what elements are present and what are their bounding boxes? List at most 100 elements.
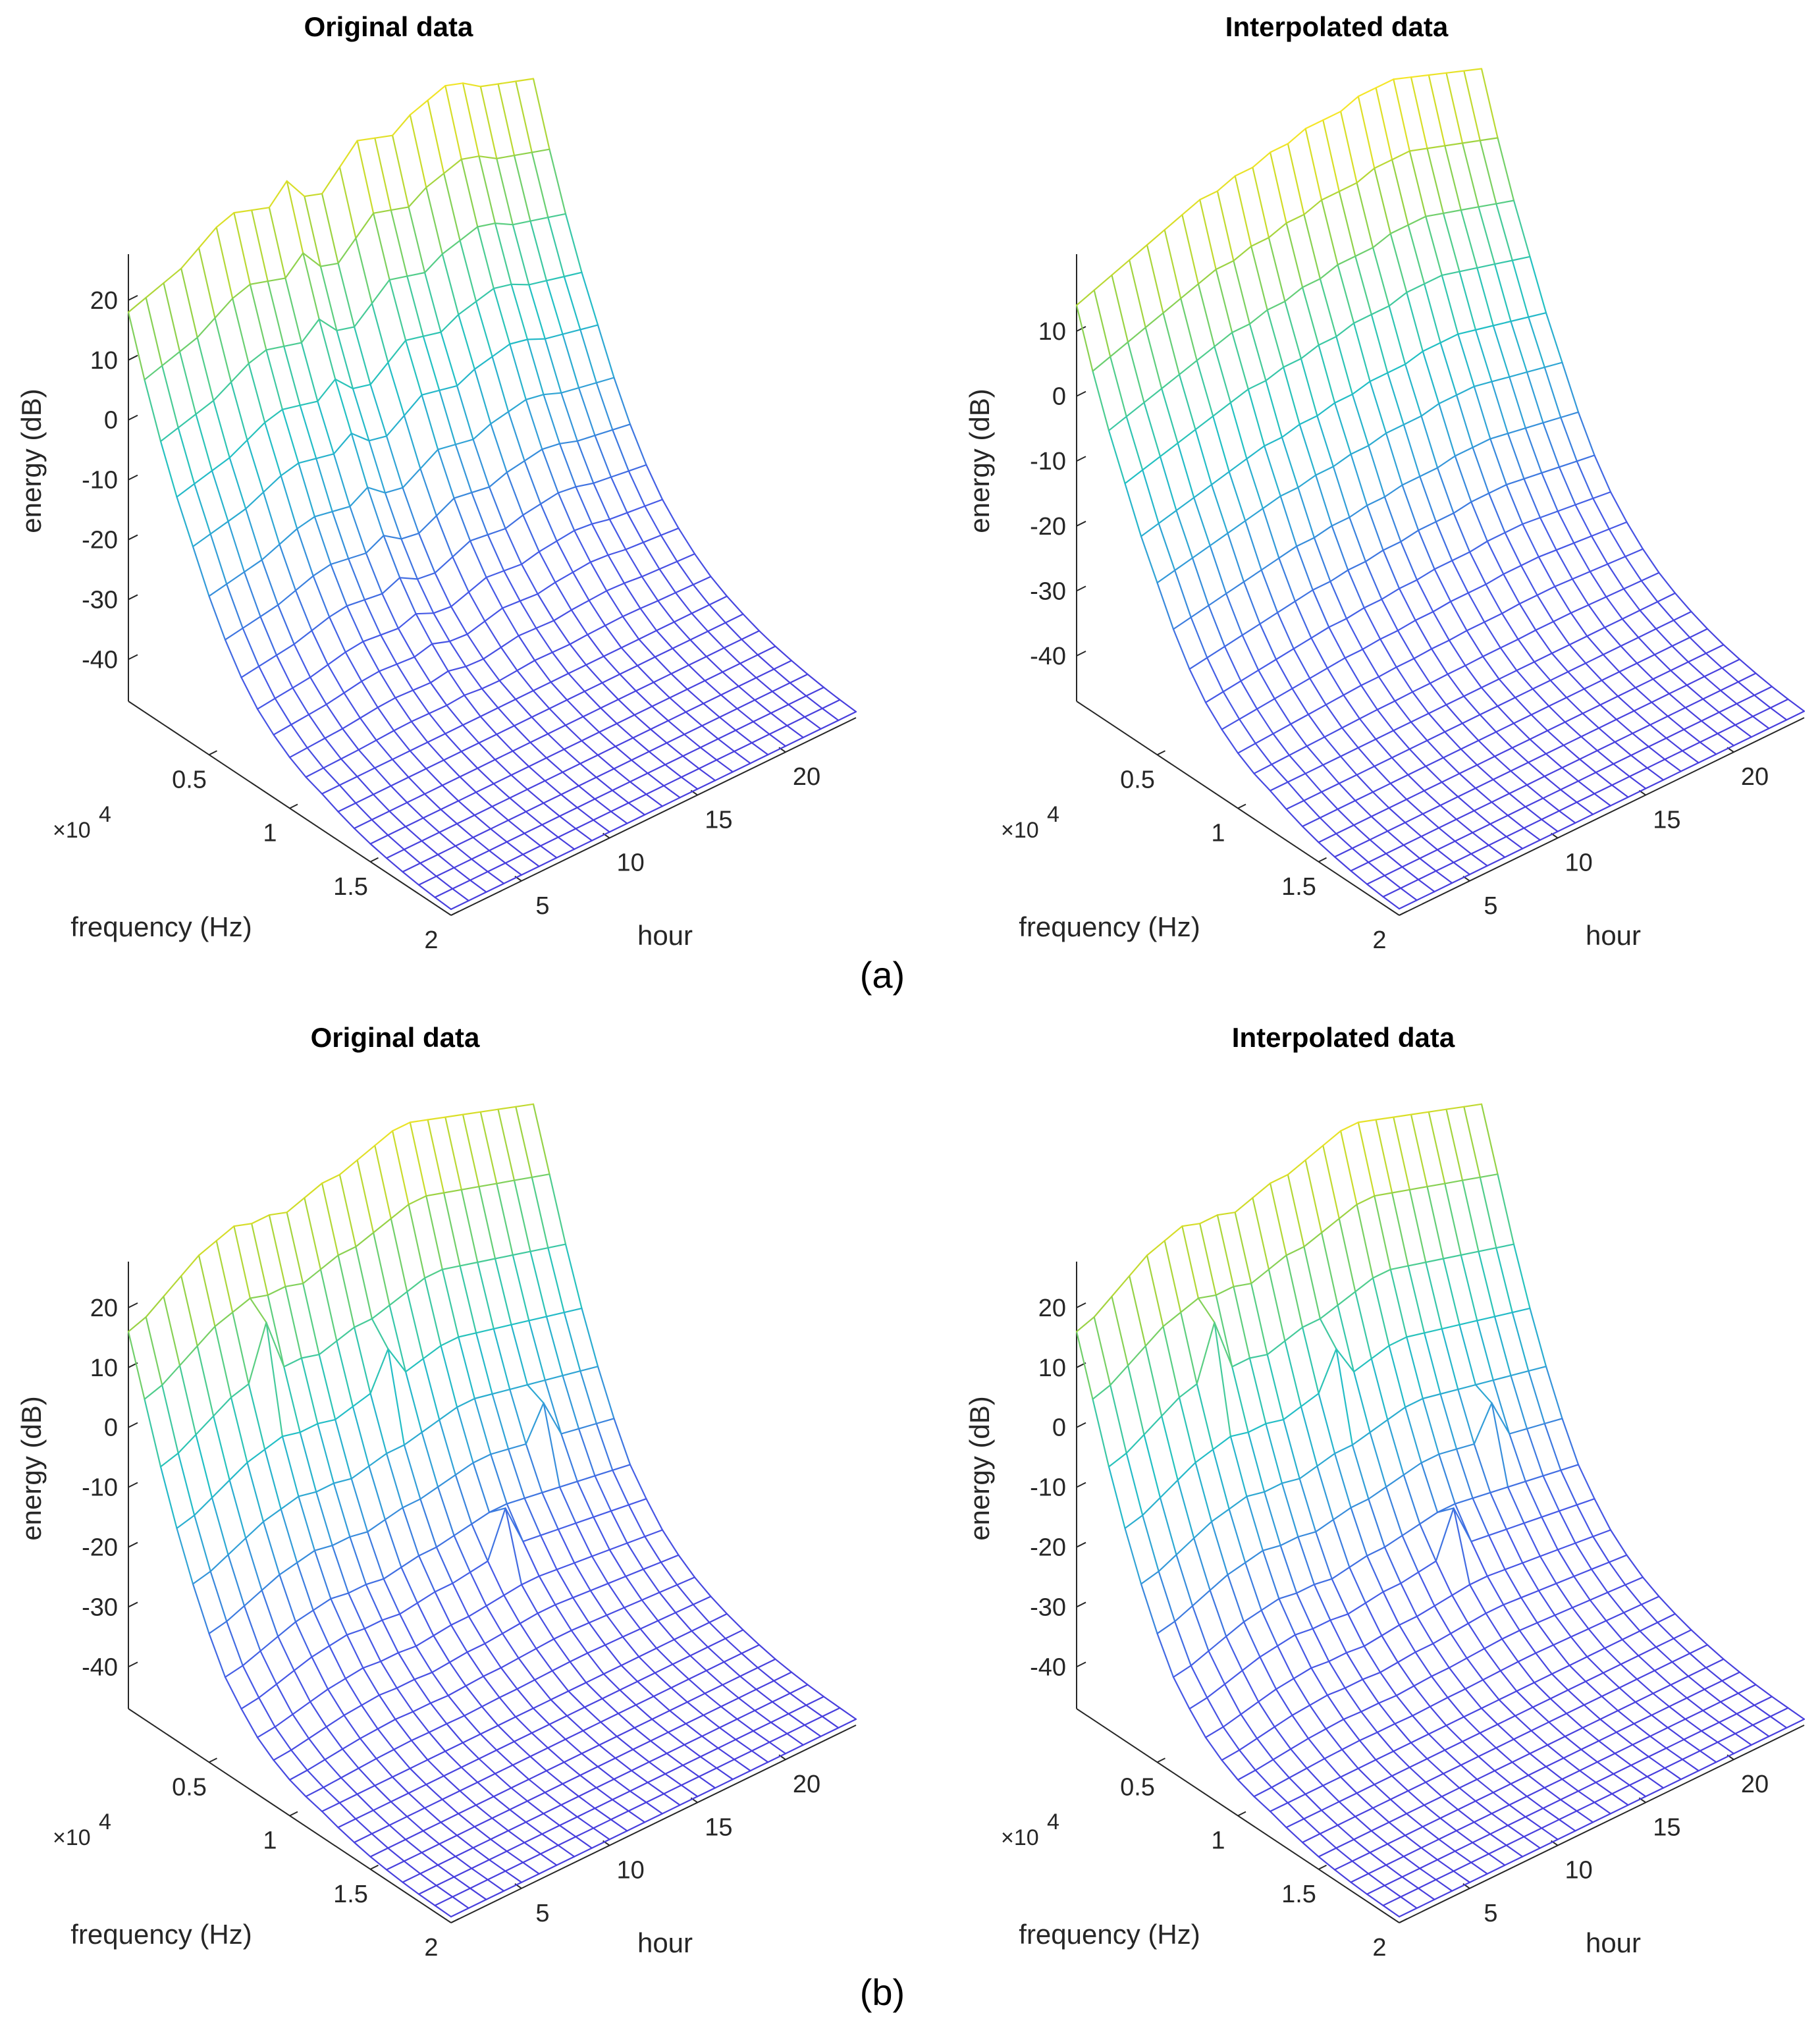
mesh-line-frequency [1484,621,1501,649]
mesh-line-frequency [1517,638,1536,663]
mesh-line-hour [1228,458,1248,473]
mesh-line-hour [574,1847,593,1858]
mesh-line-hour [1146,1240,1165,1256]
mesh-line-hour [494,750,514,761]
mesh-line-frequency [473,814,492,830]
mesh-line-frequency [506,841,524,855]
mesh-surface [1075,68,1806,910]
mesh-line-frequency [1687,1675,1705,1690]
mesh-line-hour [1158,1554,1177,1572]
mesh-line-hour [1510,761,1530,772]
mesh-line-frequency [560,793,578,809]
mesh-line-frequency [1092,370,1110,431]
mesh-line-hour [1416,890,1435,901]
mesh-line-hour [1543,766,1563,778]
mesh-line-hour [1241,1656,1261,1672]
mesh-line-hour [242,616,261,629]
mesh-line-hour [1457,329,1477,335]
mesh-line-hour [538,857,558,867]
mesh-line-hour [1172,1665,1192,1678]
mesh-line-frequency [757,1667,775,1682]
mesh-line-frequency [391,759,410,778]
mesh-line-hour [577,776,597,787]
mesh-line-frequency [248,1383,266,1451]
mesh-line-frequency [1450,1632,1468,1659]
mesh-line-hour [820,719,840,730]
mesh-line-hour [741,1644,761,1655]
mesh-line-frequency [336,1340,354,1408]
mesh-line-frequency [577,785,596,800]
mesh-line-frequency [1718,1721,1736,1734]
mesh-line-frequency [196,1345,215,1417]
mesh-line-hour [608,1542,628,1551]
mesh-line-frequency [350,1478,369,1533]
mesh-line-frequency [487,1879,505,1892]
mesh-line-frequency [294,1621,313,1658]
mesh-line-hour [1318,1348,1337,1395]
mesh-line-frequency [494,1258,512,1325]
mesh-line-hour [390,1792,410,1803]
mesh-line-hour [1403,836,1422,846]
mesh-line-hour [422,1345,442,1360]
mesh-line-frequency [1507,1825,1525,1838]
mesh-line-frequency [1431,648,1449,676]
mesh-line-frequency [533,659,552,683]
mesh-line-frequency [387,834,405,851]
mesh-line-hour [1665,728,1685,739]
mesh-line-hour [1560,780,1579,791]
mesh-line-frequency [361,680,379,709]
mesh-line-frequency [1318,842,1336,858]
mesh-line-hour [1288,745,1308,757]
mesh-line-frequency [568,672,585,693]
mesh-line-frequency [469,1571,487,1607]
mesh-line-frequency [1683,1738,1701,1752]
mesh-line-frequency [1332,466,1351,518]
mesh-line-frequency [371,1833,389,1849]
mesh-line-frequency [613,377,631,425]
mesh-line-hour [1191,1590,1211,1607]
mesh-line-frequency [439,389,456,446]
mesh-line-hour [686,680,706,690]
mesh-line-frequency [1422,350,1440,405]
mesh-line-hour [1699,732,1719,743]
mesh-line-frequency [1363,606,1381,640]
mesh-line-hour [593,1510,612,1518]
mesh-line-hour [375,1748,395,1759]
mesh-line-hour [1250,236,1270,248]
mesh-line-hour [268,180,288,209]
mesh-line-hour [581,1744,601,1755]
mesh-line-frequency [649,728,668,744]
mesh-line-frequency [1442,1773,1460,1789]
mesh-line-frequency [1300,1405,1318,1467]
mesh-line-hour [224,1665,244,1678]
mesh-line-hour [1558,1504,1578,1512]
mesh-line-frequency [1461,722,1480,741]
mesh-line-hour [643,805,664,816]
mesh-line-frequency [1304,128,1323,201]
mesh-line-frequency [1345,1651,1364,1680]
mesh-line-hour [267,277,286,282]
mesh-line-frequency [545,757,564,773]
mesh-line-frequency [751,741,769,756]
mesh-line-frequency [469,879,487,893]
mesh-line-frequency [641,575,659,602]
mesh-line-frequency [626,512,645,543]
mesh-line-hour [409,99,429,116]
mesh-line-hour [1313,525,1333,539]
mesh-line-frequency [1467,1622,1485,1649]
mesh-line-frequency [1528,1775,1545,1789]
mesh-line-hour [676,1576,696,1586]
mesh-line-hour [233,1223,253,1227]
mesh-line-hour [1705,1658,1725,1669]
mesh-line-frequency [1408,1189,1427,1264]
mesh-line-frequency [549,707,567,726]
mesh-line-frequency [394,1719,413,1742]
mesh-line-hour [419,1864,439,1875]
mesh-line-frequency [214,1325,232,1399]
mesh-line-hour [1404,1826,1424,1836]
mesh-line-frequency [288,1779,307,1798]
mesh-line-hour [178,336,198,353]
mesh-line-frequency [452,556,470,593]
mesh-line-hour [1532,1698,1551,1708]
mesh-line-frequency [1615,718,1634,734]
